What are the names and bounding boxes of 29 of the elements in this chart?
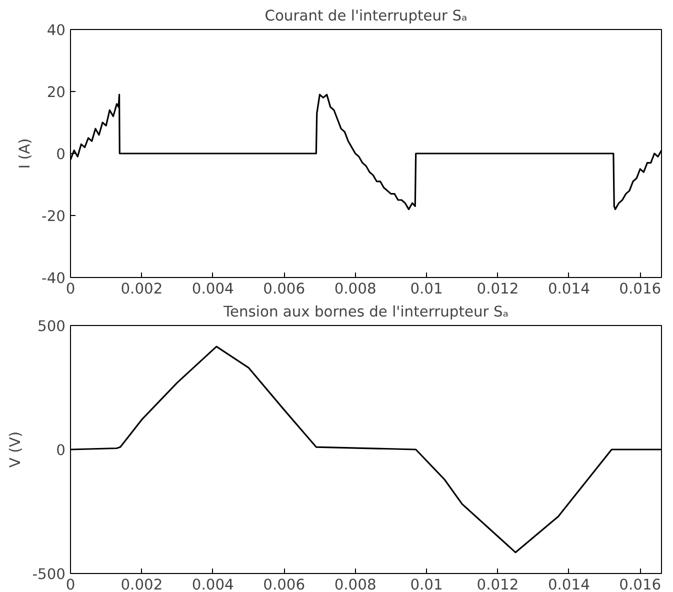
x-tick-label: 0.002 (120, 576, 163, 592)
x-tick-label: 0.006 (263, 280, 306, 298)
x-tick-label: 0 (66, 576, 76, 592)
y-tick-label: -40 (42, 270, 66, 287)
x-tick-label: 0.004 (192, 576, 234, 592)
chart-title: Tension aux bornes de l'interrupteur Sₐ (222, 304, 509, 320)
x-tick-label: 0.016 (619, 576, 662, 592)
x-tick-label: 0.008 (334, 280, 376, 298)
x-tick-label: 0.002 (120, 280, 163, 298)
x-tick-label: 0.012 (476, 280, 519, 298)
x-tick-label: 0.01 (410, 280, 443, 298)
y-tick-label: -20 (42, 208, 66, 225)
y-axis-title: I (A) (16, 138, 34, 169)
y-tick-label: 0 (56, 442, 66, 459)
x-tick-label: 0.008 (334, 576, 376, 592)
x-tick-label: 0.014 (548, 576, 590, 592)
y-tick-label: 500 (38, 318, 66, 335)
chart-title: Courant de l'interrupteur Sₐ (264, 8, 468, 24)
x-tick-label: 0.012 (476, 576, 519, 592)
x-tick-label: 0.004 (192, 280, 234, 298)
x-tick-label: 0.014 (548, 280, 590, 298)
x-tick-label: 0.01 (410, 576, 443, 592)
y-tick-label: -500 (32, 566, 66, 583)
x-tick-label: 0.006 (263, 576, 306, 592)
y-axis-title: V (V) (7, 431, 24, 468)
y-tick-label: 40 (46, 22, 66, 39)
y-tick-label: 20 (46, 84, 66, 101)
x-tick-label: 0.016 (619, 280, 662, 298)
y-tick-label: 0 (56, 146, 66, 163)
